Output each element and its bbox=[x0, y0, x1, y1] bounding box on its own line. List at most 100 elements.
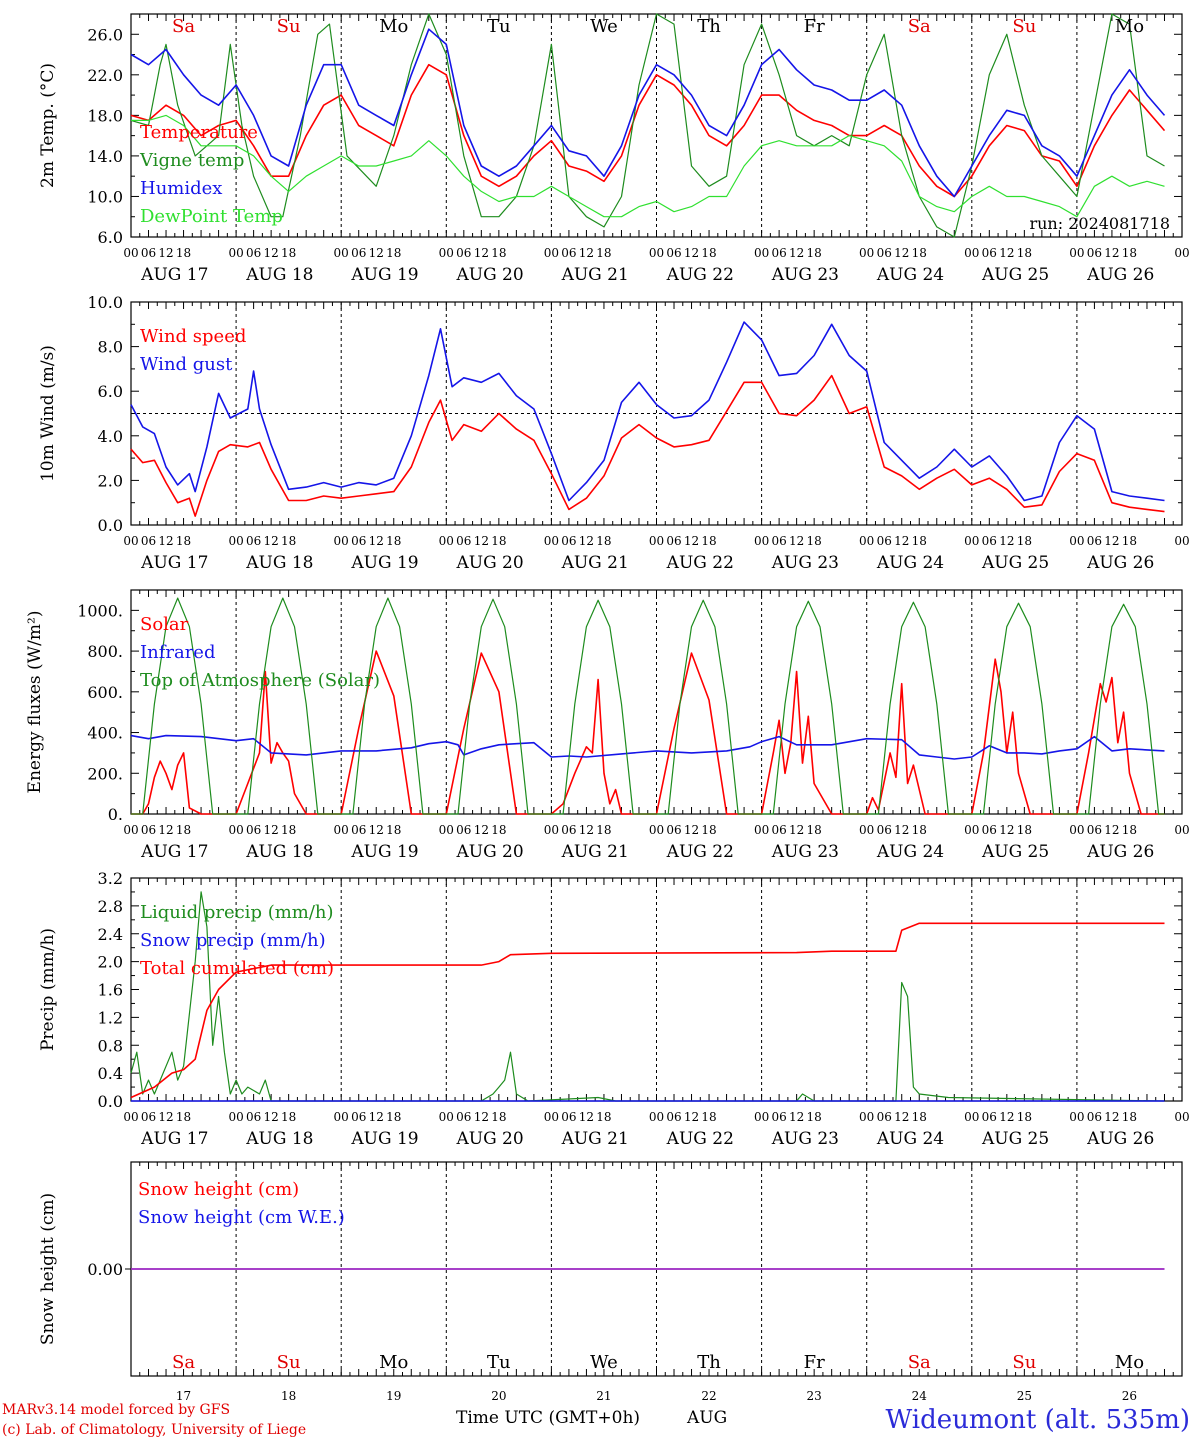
x-hour-label: 18 bbox=[596, 246, 611, 260]
x-hour-label: 00 bbox=[439, 823, 454, 837]
x-hour-label: 00 bbox=[334, 823, 349, 837]
x-hour-label: 06 bbox=[456, 246, 471, 260]
x-date-label: AUG 18 bbox=[245, 842, 313, 862]
x-hour-label: 18 bbox=[386, 823, 401, 837]
x-hour-label: 00 bbox=[123, 1110, 138, 1124]
y-tick-label: 10.0 bbox=[87, 187, 123, 206]
x-date-label: AUG 19 bbox=[350, 265, 418, 285]
x-hour-label: 18 bbox=[386, 1110, 401, 1124]
x-hour-label: 00 bbox=[123, 534, 138, 548]
x-axis-title: Time UTC (GMT+0h) bbox=[456, 1408, 640, 1428]
series-top-of-atmosphere-solar- bbox=[131, 597, 1165, 815]
x-hour-label: 12 bbox=[894, 534, 909, 548]
y-tick-label: 2.0 bbox=[98, 953, 123, 972]
weekday-label: Th bbox=[697, 1352, 721, 1373]
x-hour-label: 00 bbox=[754, 1110, 769, 1124]
weekday-label: Sa bbox=[908, 16, 931, 37]
x-hour-label: 12 bbox=[158, 1110, 173, 1124]
x-date-label: AUG 17 bbox=[140, 265, 208, 285]
x-date-label: AUG 22 bbox=[666, 842, 734, 862]
x-hour-label: 06 bbox=[771, 1110, 786, 1124]
y-tick-label: 1000. bbox=[77, 601, 123, 620]
x-hour-label: 12 bbox=[1104, 1110, 1119, 1124]
x-hour-label: 12 bbox=[894, 823, 909, 837]
x-hour-label: 06 bbox=[877, 246, 892, 260]
x-hour-label: 12 bbox=[684, 246, 699, 260]
x-hour-label: 18 bbox=[1017, 1110, 1032, 1124]
day-number-label: 22 bbox=[701, 1389, 716, 1403]
x-hour-label: 00 bbox=[439, 1110, 454, 1124]
x-hour-label: 00 bbox=[228, 534, 243, 548]
x-axis-month: AUG bbox=[686, 1408, 727, 1428]
x-hour-label: 18 bbox=[912, 1110, 927, 1124]
x-date-label: AUG 22 bbox=[666, 553, 734, 573]
x-hour-label: 12 bbox=[474, 534, 489, 548]
x-hour-label: 00 bbox=[1174, 1110, 1189, 1124]
x-hour-label: 18 bbox=[701, 534, 716, 548]
x-date-label: AUG 25 bbox=[981, 842, 1049, 862]
weekday-label: Fr bbox=[804, 16, 825, 37]
x-date-label: AUG 21 bbox=[561, 553, 629, 573]
x-hour-label: 00 bbox=[544, 823, 559, 837]
x-date-label: AUG 26 bbox=[1086, 842, 1154, 862]
day-number-label: 18 bbox=[281, 1389, 296, 1403]
x-hour-label: 06 bbox=[982, 823, 997, 837]
y-tick-label: 2.8 bbox=[98, 897, 123, 916]
y-tick-label: 14.0 bbox=[87, 147, 123, 166]
y-tick-label: 200. bbox=[87, 764, 123, 783]
x-hour-label: 18 bbox=[176, 823, 191, 837]
x-date-label: AUG 20 bbox=[455, 265, 523, 285]
x-hour-label: 00 bbox=[334, 1110, 349, 1124]
x-hour-label: 12 bbox=[894, 246, 909, 260]
y-axis-label: 2m Temp. (°C) bbox=[38, 63, 58, 188]
x-hour-label: 06 bbox=[877, 534, 892, 548]
x-hour-label: 00 bbox=[1069, 534, 1084, 548]
x-hour-label: 06 bbox=[1087, 1110, 1102, 1124]
x-date-label: AUG 17 bbox=[140, 553, 208, 573]
x-hour-label: 06 bbox=[456, 823, 471, 837]
x-hour-label: 12 bbox=[263, 823, 278, 837]
y-tick-label: 2.0 bbox=[98, 471, 123, 490]
x-hour-label: 12 bbox=[1104, 246, 1119, 260]
y-tick-label: 800. bbox=[87, 642, 123, 661]
series-temperature bbox=[130, 63, 1166, 198]
x-hour-label: 12 bbox=[263, 534, 278, 548]
x-date-label: AUG 26 bbox=[1086, 553, 1154, 573]
series-dewpoint-temp bbox=[131, 114, 1165, 218]
x-date-label: AUG 25 bbox=[981, 265, 1049, 285]
x-hour-label: 06 bbox=[1087, 246, 1102, 260]
x-hour-label: 12 bbox=[999, 823, 1014, 837]
x-hour-label: 18 bbox=[491, 1110, 506, 1124]
weekday-label: We bbox=[590, 16, 618, 37]
x-hour-label: 12 bbox=[474, 823, 489, 837]
y-tick-label: 8.0 bbox=[98, 338, 123, 357]
y-axis-label: Precip (mm/h) bbox=[38, 928, 58, 1051]
x-hour-label: 18 bbox=[281, 534, 296, 548]
x-hour-label: 06 bbox=[666, 246, 681, 260]
weekday-label: Sa bbox=[172, 16, 195, 37]
x-hour-label: 00 bbox=[1174, 534, 1189, 548]
y-tick-label: 0.4 bbox=[98, 1064, 123, 1083]
x-hour-label: 18 bbox=[701, 246, 716, 260]
y-tick-label: 1.2 bbox=[98, 1008, 123, 1027]
x-hour-label: 18 bbox=[1122, 534, 1137, 548]
y-tick-label: 18.0 bbox=[87, 106, 123, 125]
x-hour-label: 18 bbox=[912, 246, 927, 260]
weekday-label: Fr bbox=[804, 1352, 825, 1373]
x-hour-label: 06 bbox=[666, 534, 681, 548]
x-hour-label: 00 bbox=[754, 823, 769, 837]
x-hour-label: 06 bbox=[351, 534, 366, 548]
x-hour-label: 12 bbox=[999, 246, 1014, 260]
y-tick-label: 400. bbox=[87, 724, 123, 743]
x-hour-label: 00 bbox=[439, 534, 454, 548]
x-hour-label: 06 bbox=[351, 823, 366, 837]
plot-frame bbox=[130, 13, 1183, 238]
x-date-label: AUG 24 bbox=[876, 265, 944, 285]
x-hour-label: 12 bbox=[369, 1110, 384, 1124]
legend-entry: Wind speed bbox=[140, 326, 246, 347]
x-hour-label: 00 bbox=[1174, 823, 1189, 837]
weekday-label: Mo bbox=[379, 16, 408, 37]
y-tick-label: 22.0 bbox=[87, 66, 123, 85]
y-axis-label: 10m Wind (m/s) bbox=[38, 345, 58, 482]
